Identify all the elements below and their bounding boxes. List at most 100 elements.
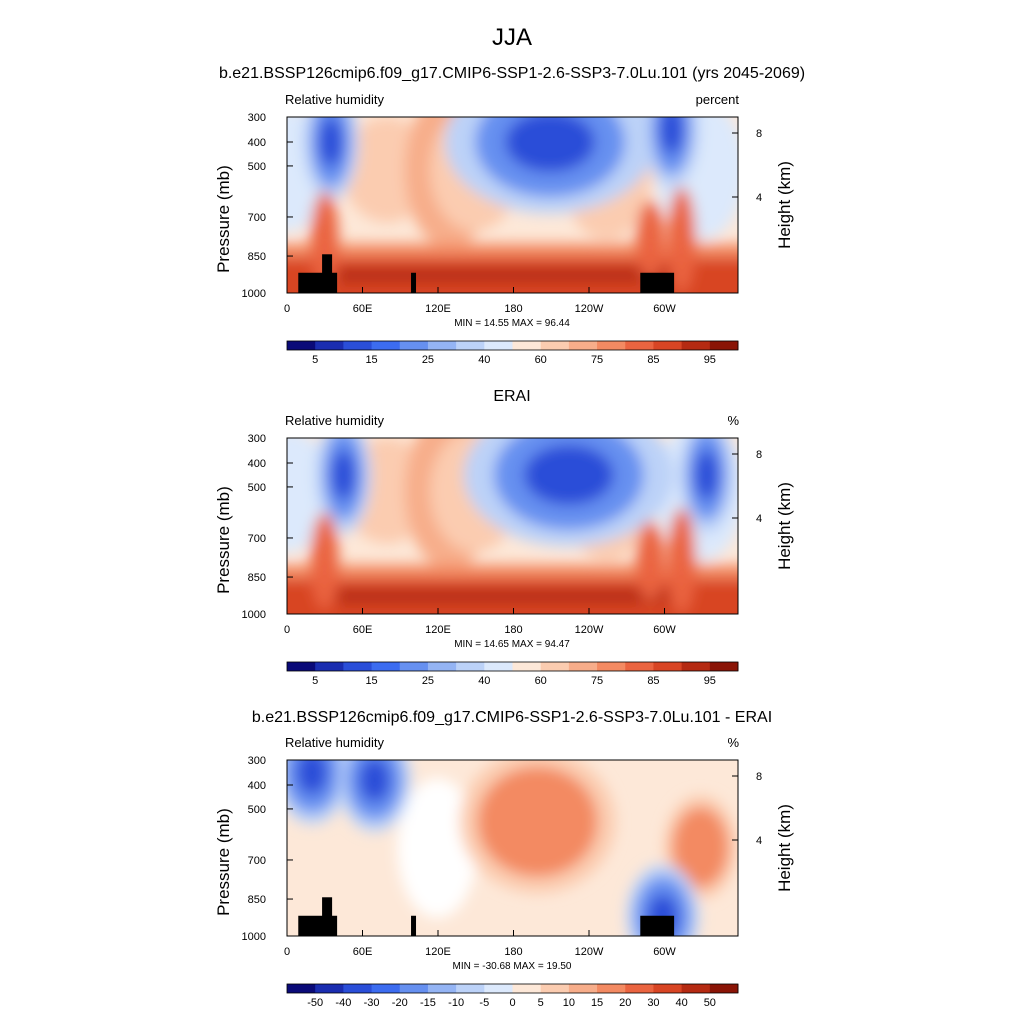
height-tick-label: 8 [756,449,762,461]
height-tick-label: 4 [756,835,762,847]
colorbar-label: -15 [420,997,436,1009]
colorbar-swatch [709,662,739,671]
boundary-layer [337,268,668,283]
units-label: % [727,413,739,428]
x-tick-label: 120W [575,624,604,636]
x-tick-label: 0 [284,946,290,958]
panel-3: b.e21.BSSP126cmip6.f09_g17.CMIP6-SSP1-2.… [214,709,794,1009]
colorbar-swatch [371,662,401,671]
y-tick-label: 850 [248,251,266,263]
anomaly-core [296,760,328,795]
x-tick-label: 0 [284,303,290,315]
colorbar-label: -30 [364,997,380,1009]
x-tick-label: 180 [504,624,522,636]
y-tick-label: 400 [248,780,266,792]
colorbar-swatch [484,984,513,993]
x-tick-label: 120W [575,946,604,958]
colorbar-swatch [568,341,598,350]
x-tick-label: 120E [425,303,451,315]
colorbar-swatch [287,662,316,671]
colorbar-label: 95 [704,675,716,687]
colorbar-label: 50 [704,997,716,1009]
dry-core [523,444,614,506]
colorbar-label: 40 [478,675,490,687]
colorbar-swatch [484,341,513,350]
x-tick-label: 60E [353,624,373,636]
x-tick-label: 60W [653,624,676,636]
y-tick-label: 300 [248,433,266,445]
colorbar: -50 -40 -30 -20 -15 -10 -5 0 5 10 15 20 30 40 50 [286,983,739,1009]
colorbar-swatch [568,984,598,993]
x-tick-label: 120E [425,624,451,636]
colorbar-label: 95 [704,354,716,366]
terrain-mask [298,254,675,293]
colorbar-label: -50 [307,997,323,1009]
colorbar-label: 5 [538,997,544,1009]
colorbar-swatch [484,662,513,671]
x-tick-label: 60E [353,946,373,958]
colorbar-swatch [343,662,373,671]
y-axis-label-right: Height (km) [775,482,794,570]
terrain-mask [298,897,675,936]
colorbar-swatch [540,341,570,350]
colorbar-swatch [568,662,598,671]
y-tick-label: 500 [248,804,266,816]
colorbar-label: -10 [448,997,464,1009]
x-tick-label: 120W [575,303,604,315]
colorbar-label: -5 [479,997,489,1009]
colorbar-label: 15 [365,354,377,366]
anomaly-core [672,807,729,888]
x-tick-label: 60W [653,303,676,315]
colorbar-label: 5 [312,354,318,366]
x-tick-label: 120E [425,946,451,958]
variable-label: Relative humidity [285,413,384,428]
field [287,760,738,936]
y-tick-label: 700 [248,533,266,545]
colorbar: 5 15 25 40 60 75 85 95 [286,340,739,366]
height-tick-label: 8 [756,128,762,140]
anomaly-core [359,760,391,802]
colorbar-swatch [456,662,485,671]
colorbar-label: 25 [422,675,434,687]
y-tick-label: 500 [248,161,266,173]
colorbar-swatch [315,662,344,671]
panel-1: b.e21.BSSP126cmip6.f09_g17.CMIP6-SSP1-2.… [214,65,805,366]
x-tick-label: 0 [284,624,290,636]
colorbar-label: 15 [591,997,603,1009]
colorbar: 5 15 25 40 60 75 85 95 [286,661,739,687]
colorbar-swatch [653,341,683,350]
y-axis-label: Pressure (mb) [214,808,233,916]
panel-title: b.e21.BSSP126cmip6.f09_g17.CMIP6-SSP1-2.… [252,709,772,726]
colorbar-swatch [597,341,626,350]
colorbar-swatch [597,662,626,671]
colorbar-label: 25 [422,354,434,366]
x-tick-label: 180 [504,303,522,315]
dry-core [331,450,356,500]
x-tick-label: 60W [653,946,676,958]
colorbar-swatch [681,662,711,671]
colorbar-label: -20 [392,997,408,1009]
height-tick-label: 4 [756,513,762,525]
min-max-label: MIN = -30.68 MAX = 19.50 [453,961,572,972]
min-max-label: MIN = 14.55 MAX = 96.44 [454,318,570,329]
colorbar-swatch [653,662,683,671]
plot-frame [286,759,739,937]
y-tick-label: 700 [248,212,266,224]
colorbar-swatch [456,984,485,993]
colorbar-swatch [427,984,457,993]
figure-title: JJA [492,24,532,51]
units-label: % [727,735,739,750]
colorbar-label: -40 [335,997,351,1009]
y-axis-label-right: Height (km) [775,804,794,892]
colorbar-label: 60 [535,675,547,687]
colorbar-swatch [540,984,570,993]
y-tick-label: 400 [248,137,266,149]
field [287,117,738,293]
dry-core [659,117,684,155]
colorbar-label: 40 [478,354,490,366]
y-tick-label: 1000 [242,609,266,621]
colorbar-swatch [399,341,429,350]
colorbar-swatch [371,984,401,993]
y-tick-label: 500 [248,482,266,494]
